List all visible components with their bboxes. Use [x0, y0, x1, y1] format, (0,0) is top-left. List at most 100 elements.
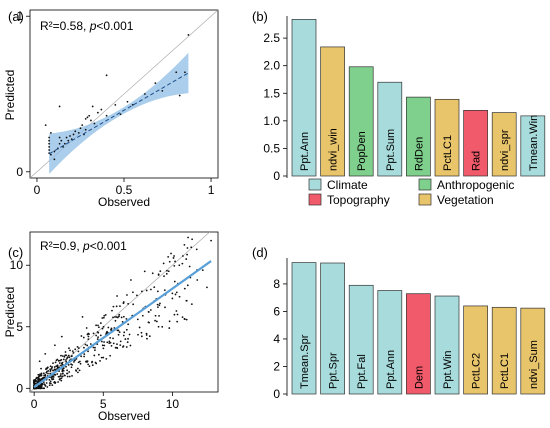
c-point	[83, 346, 85, 349]
c-point	[58, 362, 61, 364]
c-xtick-label: 5	[100, 397, 107, 411]
a-point	[114, 103, 117, 106]
c-point	[115, 305, 118, 308]
b-bar-label: Rad	[471, 151, 483, 171]
c-point	[87, 335, 90, 338]
c-point	[86, 333, 89, 336]
c-point	[68, 347, 70, 350]
a-point	[100, 108, 103, 111]
c-point	[102, 347, 105, 350]
c-point	[176, 320, 179, 323]
c-point	[156, 303, 159, 306]
c-point	[49, 368, 52, 371]
c-point	[40, 372, 43, 375]
b-bar-label: PopDen	[356, 131, 368, 171]
c-point	[109, 354, 112, 357]
b-bar	[520, 115, 546, 177]
c-point	[41, 387, 43, 390]
c-point	[52, 369, 54, 372]
c-point	[140, 335, 143, 338]
c-point	[136, 294, 138, 297]
c-point	[95, 324, 98, 327]
c-point	[176, 313, 179, 316]
c-point	[44, 352, 47, 355]
a-point	[48, 136, 51, 139]
c-point	[99, 334, 102, 337]
c-point	[39, 373, 41, 376]
c-point	[191, 238, 194, 241]
d-bar-label: PctLC1	[499, 353, 511, 389]
c-point	[163, 275, 165, 278]
c-point	[95, 334, 98, 337]
c-point	[41, 382, 43, 385]
c-point	[156, 290, 159, 293]
c-point	[130, 279, 132, 281]
c-point	[53, 381, 56, 383]
c-point	[138, 326, 141, 329]
c-point	[175, 291, 178, 294]
c-point	[97, 326, 100, 329]
c-point	[185, 318, 188, 321]
panel-a-fit-line	[48, 72, 189, 155]
a-point	[58, 105, 61, 108]
c-point	[118, 313, 121, 316]
c-point	[66, 372, 68, 375]
c-point	[50, 367, 53, 370]
c-point	[100, 340, 103, 343]
d-ytick-label: 6	[273, 304, 280, 318]
b-bar	[406, 96, 431, 177]
d-bar	[463, 305, 488, 395]
c-point	[62, 358, 65, 361]
b-bar-label: Ppt.Sum	[385, 129, 397, 171]
c-point	[147, 310, 150, 313]
legend-label: Anthropogenic	[437, 178, 514, 192]
c-point	[103, 341, 105, 343]
c-point	[99, 360, 101, 362]
c-point	[167, 255, 170, 258]
c-point	[112, 342, 115, 345]
c-ytick-label: 0	[16, 381, 23, 395]
c-point	[78, 369, 81, 372]
c-point	[153, 286, 156, 289]
c-point	[98, 353, 100, 356]
a-xtick-label: 0	[34, 183, 41, 197]
c-point	[125, 346, 128, 348]
c-point	[49, 372, 52, 375]
d-bar-label: Ppt.Fal	[356, 354, 368, 389]
c-point	[104, 313, 107, 316]
panel-a-label: (a)	[8, 9, 24, 24]
c-point	[48, 384, 51, 387]
c-point	[68, 371, 71, 373]
c-point	[168, 320, 171, 323]
c-point	[183, 318, 186, 320]
a-point	[77, 131, 80, 134]
c-point	[101, 327, 104, 330]
d-ytick-label: 8	[273, 277, 280, 291]
c-point	[136, 318, 139, 321]
a-point	[48, 142, 51, 145]
c-point	[53, 366, 56, 368]
c-point	[92, 332, 95, 335]
c-point	[87, 350, 89, 353]
c-point	[52, 378, 55, 381]
c-point	[159, 302, 161, 305]
c-point	[172, 257, 175, 259]
c-point	[71, 355, 73, 357]
c-point	[126, 294, 128, 296]
c-point	[171, 297, 174, 300]
c-point	[163, 289, 166, 291]
d-bar-label: Dem	[413, 366, 425, 389]
c-point	[35, 377, 38, 380]
c-point	[147, 321, 150, 324]
c-point	[56, 364, 59, 367]
b-bar	[463, 110, 488, 177]
a-point	[49, 131, 52, 134]
b-ytick-label: 1.0	[263, 114, 280, 128]
c-point	[101, 317, 104, 319]
c-point	[186, 284, 189, 287]
c-point	[122, 301, 125, 303]
a-point	[93, 122, 96, 125]
c-point	[151, 272, 154, 275]
c-point	[33, 380, 36, 383]
b-ytick-label: 1.5	[263, 86, 280, 100]
